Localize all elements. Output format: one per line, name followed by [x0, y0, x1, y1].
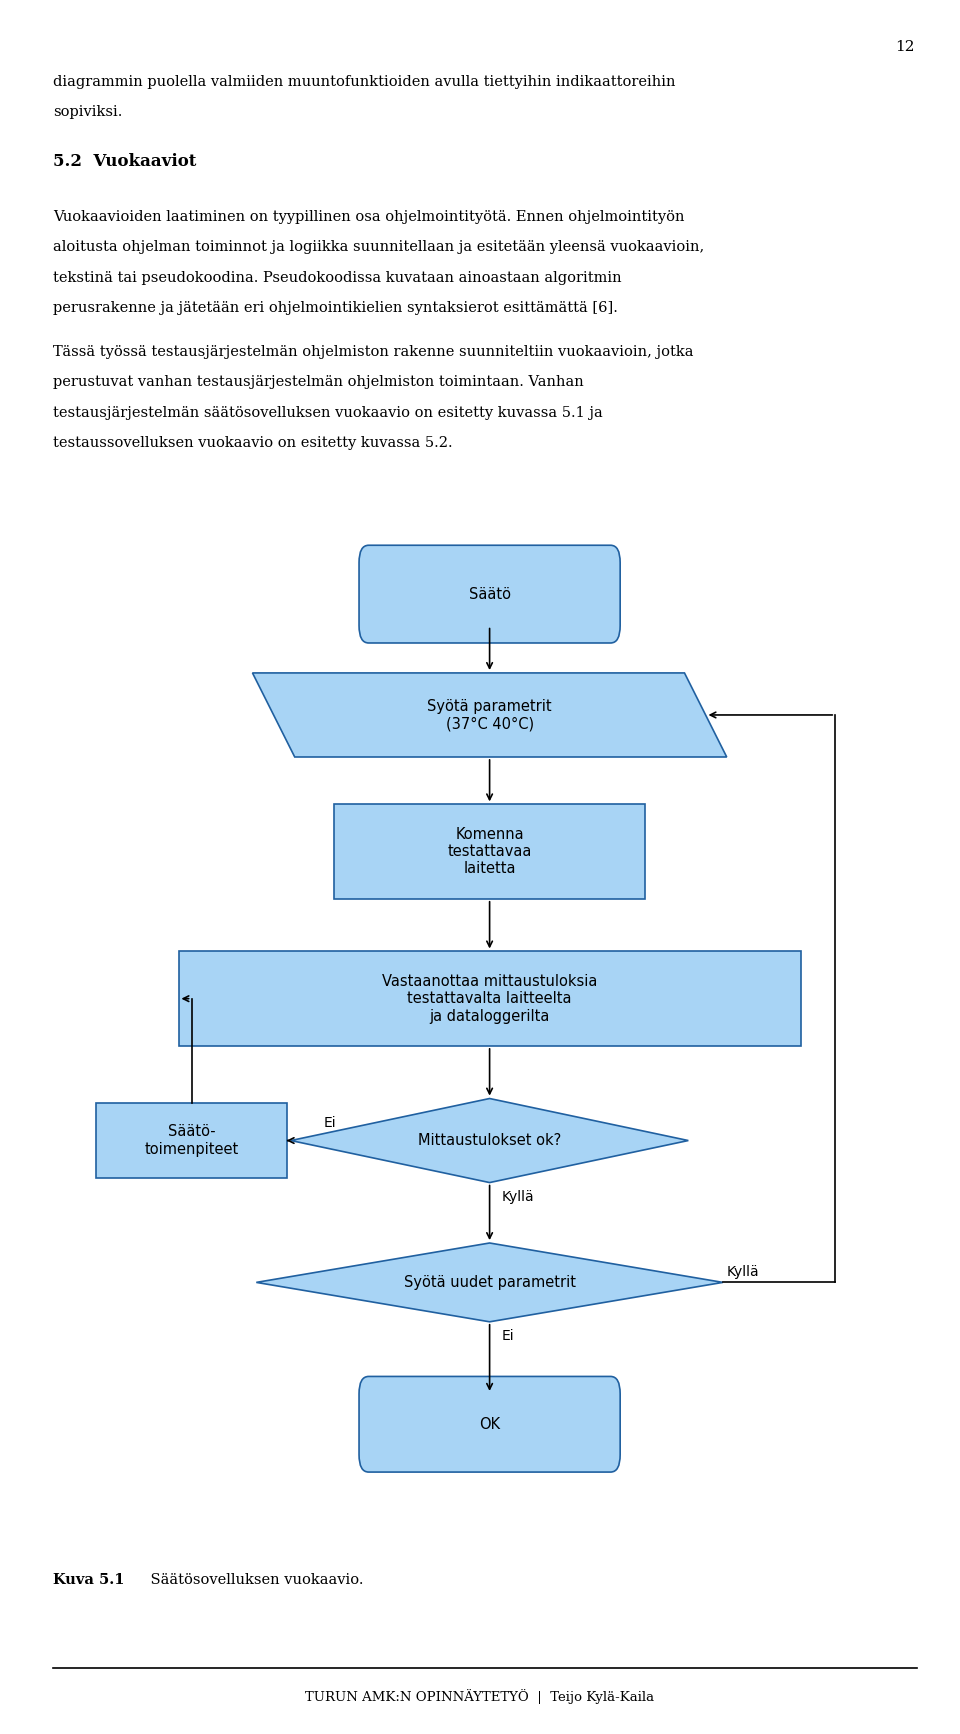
Text: Ei: Ei [324, 1117, 336, 1131]
Text: Vuokaavioiden laatiminen on tyypillinen osa ohjelmointityötä. Ennen ohjelmointit: Vuokaavioiden laatiminen on tyypillinen … [53, 210, 684, 224]
Text: Syötä uudet parametrit: Syötä uudet parametrit [403, 1274, 576, 1290]
Text: Ei: Ei [502, 1328, 515, 1342]
Text: testausjärjestelmän säätösovelluksen vuokaavio on esitetty kuvassa 5.1 ja: testausjärjestelmän säätösovelluksen vuo… [53, 406, 603, 420]
Text: perusrakenne ja jätetään eri ohjelmointikielien syntaksierot esittämättä [6].: perusrakenne ja jätetään eri ohjelmointi… [53, 300, 617, 316]
Text: Mittaustulokset ok?: Mittaustulokset ok? [418, 1132, 562, 1148]
Text: Kyllä: Kyllä [502, 1190, 535, 1203]
Text: sopiviksi.: sopiviksi. [53, 104, 122, 120]
Text: testaussovelluksen vuokaavio on esitetty kuvassa 5.2.: testaussovelluksen vuokaavio on esitetty… [53, 435, 452, 451]
Text: 5.2  Vuokaaviot: 5.2 Vuokaaviot [53, 153, 196, 170]
FancyBboxPatch shape [359, 1377, 620, 1472]
Text: OK: OK [479, 1417, 500, 1432]
Text: Tässä työssä testausjärjestelmän ohjelmiston rakenne suunniteltiin vuokaavioin, : Tässä työssä testausjärjestelmän ohjelmi… [53, 345, 693, 359]
FancyBboxPatch shape [359, 544, 620, 643]
Text: Kuva 5.1: Kuva 5.1 [53, 1573, 124, 1587]
Text: Kyllä: Kyllä [727, 1264, 759, 1280]
Text: Syötä parametrit
(37°C 40°C): Syötä parametrit (37°C 40°C) [427, 699, 552, 732]
FancyBboxPatch shape [96, 1103, 286, 1179]
Text: tekstinä tai pseudokoodina. Pseudokoodissa kuvataan ainoastaan algoritmin: tekstinä tai pseudokoodina. Pseudokoodis… [53, 271, 621, 284]
FancyBboxPatch shape [179, 952, 801, 1046]
Text: perustuvat vanhan testausjärjestelmän ohjelmiston toimintaan. Vanhan: perustuvat vanhan testausjärjestelmän oh… [53, 375, 584, 390]
FancyBboxPatch shape [334, 805, 645, 898]
Polygon shape [252, 673, 727, 758]
Text: 12: 12 [896, 40, 915, 54]
Text: diagrammin puolella valmiiden muuntofunktioiden avulla tiettyihin indikaattoreih: diagrammin puolella valmiiden muuntofunk… [53, 75, 675, 88]
Text: aloitusta ohjelman toiminnot ja logiikka suunnitellaan ja esitetään yleensä vuok: aloitusta ohjelman toiminnot ja logiikka… [53, 239, 704, 255]
Text: TURUN AMK:N OPINNÄYTETYÖ  |  Teijo Kylä-Kaila: TURUN AMK:N OPINNÄYTETYÖ | Teijo Kylä-Ka… [305, 1689, 655, 1705]
Text: Vastaanottaa mittaustuloksia
testattavalta laitteelta
ja dataloggerilta: Vastaanottaa mittaustuloksia testattaval… [382, 975, 597, 1023]
Polygon shape [256, 1243, 723, 1321]
Polygon shape [291, 1099, 688, 1183]
Text: Säätö-
toimenpiteet: Säätö- toimenpiteet [144, 1124, 239, 1157]
Text: Komenna
testattavaa
laitetta: Komenna testattavaa laitetta [447, 827, 532, 876]
Text: Säätösovelluksen vuokaavio.: Säätösovelluksen vuokaavio. [132, 1573, 363, 1587]
Text: Säätö: Säätö [468, 586, 511, 602]
